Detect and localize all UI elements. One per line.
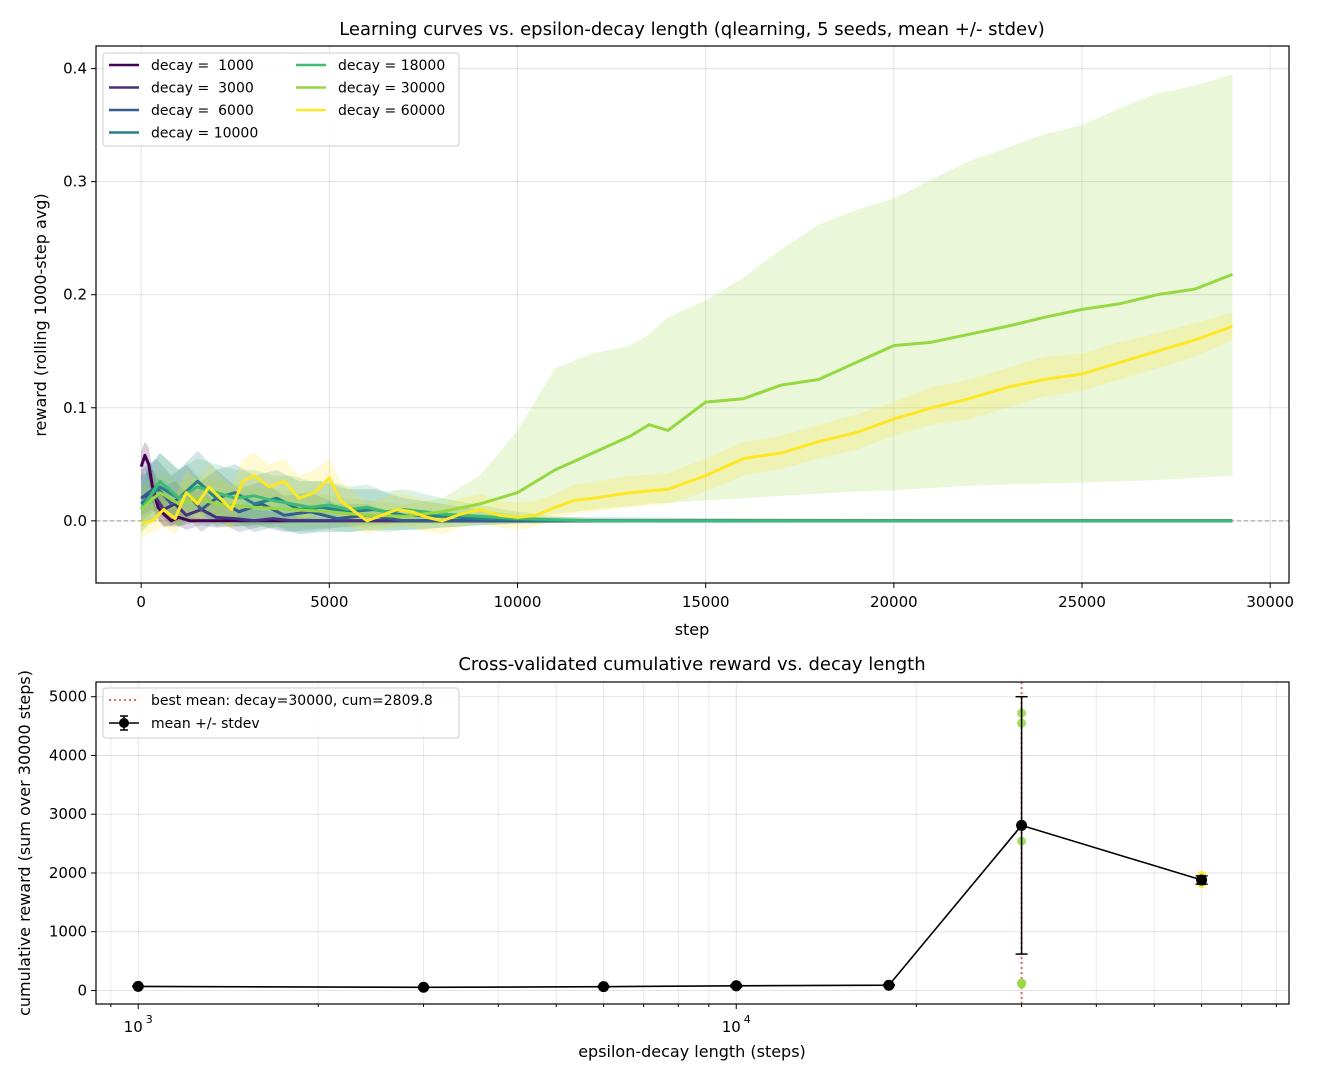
- plot-frame: [95, 45, 1290, 584]
- chart-title: Cross-validated cumulative reward vs. de…: [458, 654, 925, 675]
- y-tick-label: 2000: [49, 864, 87, 882]
- x-tick-label: 30000: [1246, 593, 1294, 611]
- y-axis-ticks: 0 1000 2000 3000 4000 5000: [49, 688, 96, 999]
- mean-marker: [598, 981, 610, 993]
- stdev-band: [141, 469, 1233, 530]
- seed-point: [1017, 979, 1027, 989]
- y-axis-label: cumulative reward (sum over 30000 steps): [15, 670, 34, 1016]
- mean-marker: [1196, 874, 1208, 886]
- x-tick-label: 25000: [1058, 593, 1106, 611]
- x-tick-label: 5000: [310, 593, 348, 611]
- y-tick-label: 0.3: [63, 173, 87, 191]
- x-axis-label: step: [675, 620, 710, 639]
- x-tick-exponent: 3: [146, 1013, 153, 1026]
- x-tick-exponent: 4: [744, 1013, 751, 1026]
- x-tick-label: 0: [136, 593, 146, 611]
- stdev-band: [141, 74, 1233, 533]
- cumulative-reward-chart: Cross-validated cumulative reward vs. de…: [15, 654, 1290, 1061]
- mean-legend-label: mean +/- stdev: [151, 716, 260, 732]
- legend-box: [102, 687, 460, 739]
- mean-marker: [883, 979, 895, 991]
- y-axis-label: reward (rolling 1000-step avg): [31, 193, 50, 436]
- plot-frame: [95, 681, 1290, 1005]
- legend-label: decay = 1000: [151, 58, 254, 74]
- series-lines: [139, 273, 1234, 525]
- legend-label: decay = 30000: [338, 81, 445, 97]
- y-tick-label: 0.4: [63, 60, 87, 78]
- x-axis-ticks: 10 3 10 4: [110, 1004, 1277, 1036]
- chart-title: Learning curves vs. epsilon-decay length…: [339, 19, 1045, 40]
- stdev-band: [141, 312, 1233, 538]
- legend-items: decay = 1000 decay = 3000 decay = 6000 deca…: [109, 58, 445, 142]
- x-tick-label: 20000: [870, 593, 918, 611]
- x-axis-ticks: 0 5000 10000 15000 20000 25000 30000: [136, 583, 1294, 611]
- learning-curves-chart: Learning curves vs. epsilon-decay length…: [31, 19, 1294, 639]
- legend: best mean: decay=30000, cum=2809.8 mean …: [102, 687, 460, 739]
- legend-label: decay = 3000: [151, 81, 254, 97]
- legend-label: decay = 18000: [338, 58, 445, 74]
- legend-label: decay = 10000: [151, 126, 258, 142]
- y-tick-label: 0.2: [63, 286, 87, 304]
- mean-legend-swatch-marker: [119, 718, 129, 728]
- y-tick-label: 1000: [49, 923, 87, 941]
- series-line: [140, 324, 1234, 525]
- seed-points: [133, 708, 1207, 992]
- y-tick-label: 0.0: [63, 512, 87, 530]
- mean-marker: [418, 981, 430, 993]
- x-tick-label: 15000: [682, 593, 730, 611]
- y-tick-label: 4000: [49, 746, 87, 764]
- x-tick-label: 10: [124, 1018, 143, 1036]
- mean-marker: [730, 980, 742, 992]
- legend-label: decay = 6000: [151, 103, 254, 119]
- mean-marker: [132, 980, 144, 992]
- x-tick-label: 10: [722, 1018, 741, 1036]
- series-line: [140, 273, 1234, 518]
- x-tick-label: 10000: [494, 593, 542, 611]
- y-tick-label: 3000: [49, 805, 87, 823]
- y-axis-ticks: 0.0 0.1 0.2 0.3 0.4: [63, 60, 96, 530]
- x-axis-label: epsilon-decay length (steps): [578, 1042, 806, 1061]
- mean-line: [138, 824, 1202, 989]
- legend-box: [102, 52, 460, 147]
- legend-label: decay = 60000: [338, 103, 445, 119]
- stdev-band: [141, 458, 1233, 533]
- y-tick-label: 0.1: [63, 399, 87, 417]
- mean-series: [132, 695, 1208, 993]
- series-line: [139, 453, 1233, 523]
- legend: decay = 1000 decay = 3000 decay = 6000 deca…: [102, 52, 460, 147]
- best-mean-legend-label: best mean: decay=30000, cum=2809.8: [151, 693, 433, 709]
- y-tick-label: 5000: [49, 688, 87, 706]
- mean-marker: [1016, 819, 1028, 831]
- y-tick-label: 0: [77, 981, 87, 999]
